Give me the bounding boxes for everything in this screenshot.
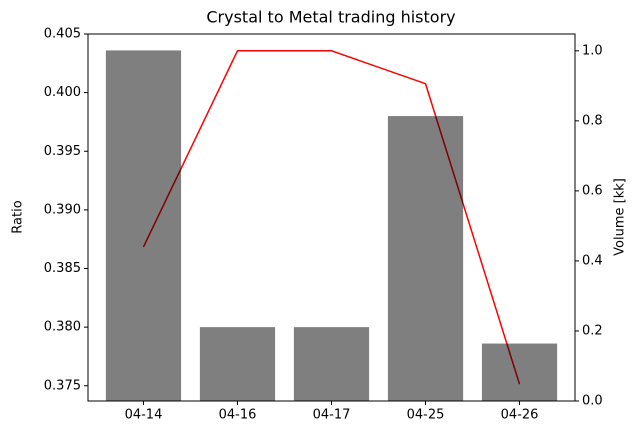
y-tick-label: 0.395 [44, 144, 81, 159]
bar [387, 116, 464, 402]
bar [105, 50, 182, 401]
y2-tick-label: 0.6 [582, 183, 603, 198]
y2-tick-label: 1.0 [582, 43, 603, 58]
y2-tick-label: 0.4 [582, 253, 603, 268]
bar [199, 327, 276, 401]
y-tick-label: 0.375 [44, 378, 81, 393]
y2-tick-label: 0.0 [582, 394, 603, 409]
x-tick-label: 04-16 [219, 408, 257, 423]
x-tick-label: 04-25 [407, 408, 445, 423]
x-tick-label: 04-14 [125, 408, 163, 423]
chart-title: Crystal to Metal trading history [206, 8, 455, 27]
x-tick-label: 04-17 [313, 408, 351, 423]
bar [481, 343, 558, 401]
y-axis-label: Ratio [11, 200, 26, 233]
y-tick-label: 0.380 [44, 320, 81, 335]
y-tick-label: 0.400 [44, 85, 81, 100]
y2-tick-label: 0.2 [582, 323, 603, 338]
x-tick-label: 04-26 [501, 408, 539, 423]
y-tick-label: 0.385 [44, 261, 81, 276]
y2-tick-label: 0.8 [582, 113, 603, 128]
y-tick-label: 0.405 [44, 27, 81, 42]
y-tick-label: 0.390 [44, 202, 81, 217]
y2-axis-label: Volume [kk] [613, 178, 628, 256]
bar [293, 327, 370, 401]
